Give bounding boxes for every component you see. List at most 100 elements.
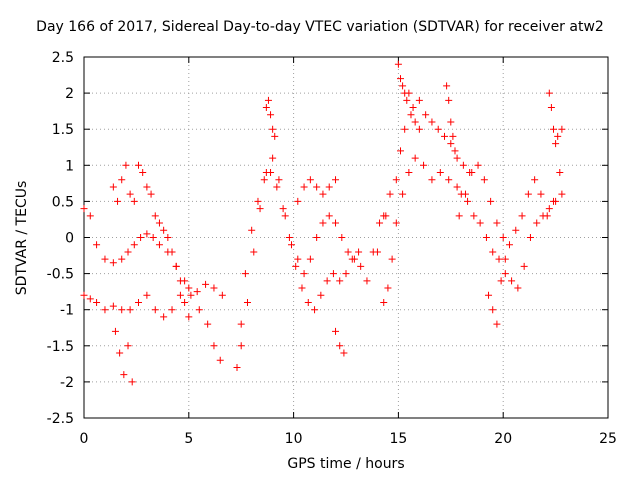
data-point [237, 342, 245, 350]
x-tick-label: 20 [494, 431, 512, 447]
data-point [300, 183, 308, 191]
data-point [86, 295, 94, 303]
data-point [202, 280, 210, 288]
data-point [336, 277, 344, 285]
y-tick-label: -2 [60, 375, 74, 391]
data-point [120, 371, 128, 379]
data-point [453, 154, 461, 162]
data-point [455, 212, 463, 220]
data-point [396, 75, 404, 83]
data-point [137, 234, 145, 241]
data-point [428, 176, 436, 184]
data-point [526, 234, 534, 241]
data-point [294, 197, 302, 205]
data-point [558, 190, 566, 198]
data-point [185, 284, 193, 292]
data-point [497, 277, 505, 285]
data-point [147, 190, 155, 198]
data-point [269, 125, 277, 133]
data-point [218, 291, 226, 299]
data-point [151, 306, 159, 314]
data-point [139, 169, 147, 177]
data-point [558, 125, 566, 133]
data-point [168, 306, 176, 314]
y-tick-label: 0 [65, 231, 74, 247]
data-point [405, 169, 413, 177]
data-point [489, 248, 497, 256]
data-point [428, 118, 436, 126]
data-point [376, 219, 384, 227]
data-point [134, 161, 142, 169]
data-point [294, 255, 302, 263]
data-point [193, 288, 201, 296]
y-tick-label: 1 [65, 158, 74, 174]
data-point [401, 89, 409, 97]
data-point [313, 183, 321, 191]
data-point [304, 298, 312, 306]
data-point [281, 212, 289, 220]
data-point [451, 147, 459, 155]
data-point [292, 262, 300, 270]
data-point [176, 291, 184, 299]
data-point [109, 302, 117, 310]
data-point [267, 111, 275, 119]
data-point [445, 176, 453, 184]
data-point [134, 298, 142, 306]
data-point [514, 284, 522, 292]
y-tick-label: -2.5 [47, 411, 74, 427]
data-point [118, 176, 126, 184]
data-point [363, 277, 371, 285]
data-point [489, 306, 497, 314]
data-point [411, 154, 419, 162]
data-point [487, 197, 495, 205]
data-point [128, 378, 136, 386]
data-point [499, 234, 507, 241]
data-point [114, 197, 122, 205]
data-point [176, 277, 184, 285]
data-point [155, 241, 163, 249]
data-point [545, 205, 553, 213]
data-point [271, 132, 279, 140]
data-point [518, 212, 526, 220]
x-tick-label: 5 [184, 431, 193, 447]
data-point [447, 118, 455, 126]
data-point [409, 104, 417, 112]
data-point [164, 234, 172, 241]
data-point [101, 306, 109, 314]
data-point [109, 259, 117, 267]
data-point [476, 219, 484, 227]
data-point [332, 176, 340, 184]
data-point [505, 241, 513, 249]
data-point [493, 320, 501, 328]
data-point [344, 248, 352, 256]
data-point [495, 255, 503, 263]
y-tick-label: -1 [60, 303, 74, 319]
data-point [470, 212, 478, 220]
data-point [130, 241, 138, 249]
data-point [336, 342, 344, 350]
data-point [275, 176, 283, 184]
data-point [482, 234, 490, 241]
data-point [468, 169, 476, 177]
data-point [317, 291, 325, 299]
data-point [325, 183, 333, 191]
data-point [401, 125, 409, 133]
data-point [300, 270, 308, 278]
data-point [319, 219, 327, 227]
data-point [288, 241, 296, 249]
data-point [160, 313, 168, 321]
data-point [151, 212, 159, 220]
data-point [420, 161, 428, 169]
data-point [461, 190, 469, 198]
data-point [547, 104, 555, 112]
data-point [392, 219, 400, 227]
y-tick-label: 1.5 [52, 122, 74, 138]
data-point [285, 234, 293, 241]
data-point [357, 262, 365, 270]
data-point [216, 356, 224, 364]
data-point [264, 96, 272, 104]
data-point [118, 255, 126, 263]
data-point [332, 219, 340, 227]
data-point [241, 270, 249, 278]
